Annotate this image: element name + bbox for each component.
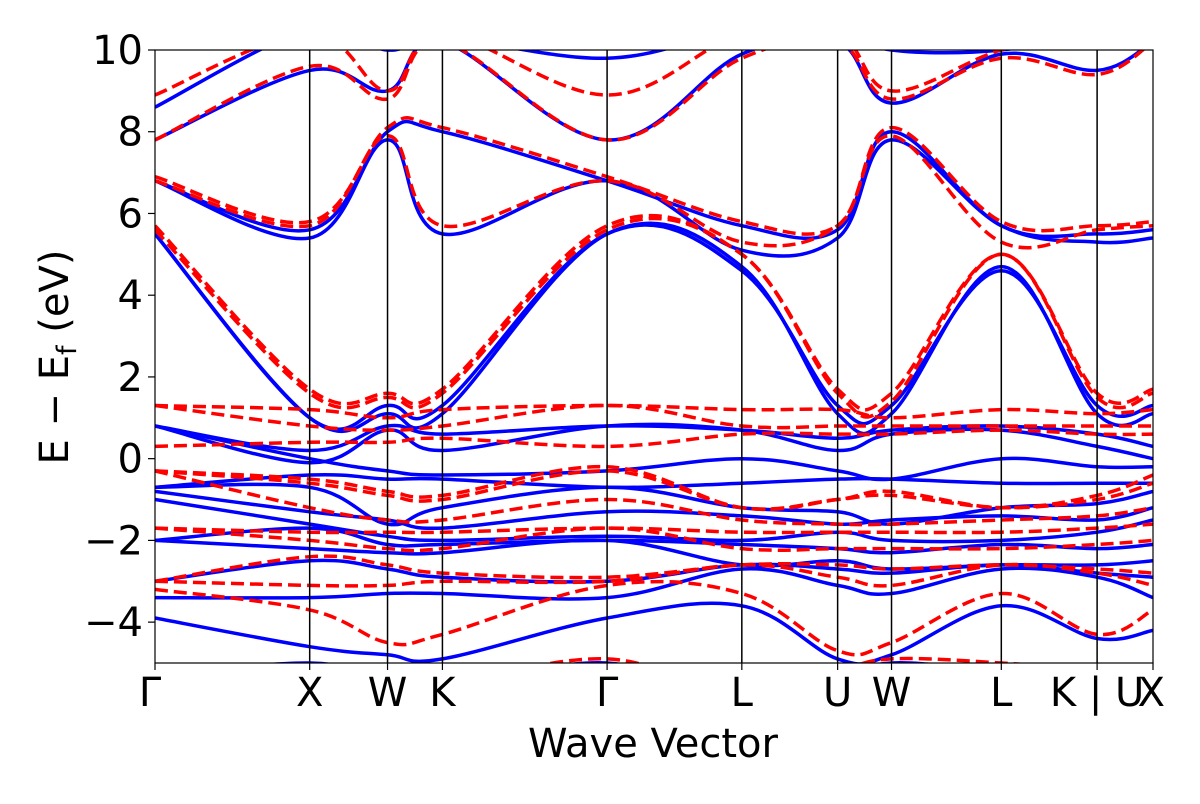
- solid-band-11: [155, 424, 1153, 482]
- y-tick-label: 4: [118, 273, 143, 319]
- dashed-band-14: [155, 213, 1153, 412]
- dashed-bands-series: [155, 50, 1153, 663]
- dashed-band-6: [155, 522, 1153, 535]
- x-tick-label: K | U: [1050, 670, 1144, 716]
- dashed-band-7: [155, 469, 1153, 527]
- y-tick-label: 10: [92, 28, 143, 74]
- plot-area: [155, 50, 1153, 663]
- y-axis-label-subscript: f: [52, 344, 83, 355]
- solid-band-13: [155, 423, 1153, 453]
- y-tick-label: 0: [118, 437, 143, 483]
- y-axis: −4 −2 0 2 4 6 8 10: [84, 28, 155, 646]
- high-symmetry-lines: [308, 50, 1098, 663]
- solid-band-15: [155, 223, 1153, 432]
- x-tick-label: W: [872, 670, 912, 716]
- dashed-band-18: [155, 50, 1009, 97]
- dashed-band-16: [155, 116, 1153, 236]
- dashed-band-12: [155, 403, 1153, 420]
- dashed-band-5: [155, 526, 1153, 553]
- solid-bands-series: [155, 50, 1153, 663]
- x-tick-label: L: [731, 670, 754, 716]
- y-tick-label: −4: [84, 600, 143, 646]
- x-tick-label: X: [1138, 670, 1165, 716]
- dashed-band-2: [155, 579, 1153, 657]
- y-axis-label-main: E − E: [32, 355, 78, 465]
- dashed-band-11: [155, 403, 1153, 432]
- dashed-band-4: [155, 554, 1153, 584]
- x-tick-label: K: [429, 670, 457, 716]
- y-tick-label: 8: [118, 110, 143, 156]
- x-tick-label: W: [368, 670, 408, 716]
- y-tick-label: 2: [118, 355, 143, 401]
- x-tick-label: X: [296, 670, 323, 716]
- x-tick-label: L: [990, 670, 1013, 716]
- x-tick-label: Γ: [139, 670, 162, 716]
- solid-band-2: [155, 601, 1153, 663]
- solid-band-14: [155, 221, 1153, 436]
- y-axis-label-unit: (eV): [32, 250, 78, 346]
- dashed-band-9: [155, 464, 1153, 512]
- solid-band-6: [155, 526, 1153, 555]
- plot-frame: [154, 49, 1154, 664]
- x-axis-label: Wave Vector: [528, 721, 779, 767]
- dashed-band-10: [155, 428, 1153, 449]
- x-tick-label: Γ: [596, 670, 619, 716]
- y-tick-label: −2: [84, 518, 143, 564]
- y-tick-label: 6: [118, 191, 143, 237]
- solid-band-10: [155, 472, 1153, 490]
- y-axis-label: E − Ef (eV): [32, 250, 83, 465]
- solid-band-19: [155, 50, 1015, 109]
- x-tick-label: U: [823, 670, 852, 716]
- solid-band-3: [155, 566, 1153, 601]
